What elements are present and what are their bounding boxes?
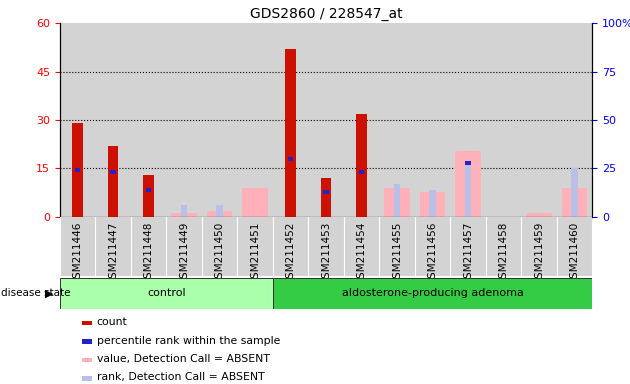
Title: GDS2860 / 228547_at: GDS2860 / 228547_at [249,7,403,21]
Text: GSM211448: GSM211448 [144,222,154,285]
Text: GSM211450: GSM211450 [215,222,224,285]
Bar [571,169,578,217]
Bar [216,205,223,217]
Text: GSM211457: GSM211457 [463,222,473,285]
Text: GSM211453: GSM211453 [321,222,331,285]
Text: count: count [97,317,127,327]
Bar [562,188,587,217]
Text: value, Detection Call = ABSENT: value, Detection Call = ABSENT [97,354,270,364]
Bar [171,213,197,217]
Text: GSM211447: GSM211447 [108,222,118,285]
Bar [464,165,471,217]
Bar [394,184,401,217]
Bar [455,151,481,217]
Bar [72,123,83,217]
Bar [356,114,367,217]
Text: GSM211449: GSM211449 [179,222,189,285]
Bar [108,146,118,217]
Bar [110,170,116,174]
Text: GSM211451: GSM211451 [250,222,260,285]
Bar [146,188,151,192]
Bar [207,211,232,217]
Bar [273,278,592,309]
Text: GSM211459: GSM211459 [534,222,544,285]
Bar [181,205,188,217]
Text: disease state: disease state [1,288,70,298]
Bar [429,190,436,217]
Text: GSM211452: GSM211452 [285,222,295,285]
Bar [358,170,364,174]
Text: aldosterone-producing adenoma: aldosterone-producing adenoma [341,288,524,298]
Bar [465,161,471,165]
Text: GSM211460: GSM211460 [570,222,580,285]
Text: GSM211458: GSM211458 [498,222,508,285]
Bar [60,278,273,309]
Text: GSM211454: GSM211454 [357,222,367,285]
Bar [384,188,410,217]
Text: GSM211456: GSM211456 [428,222,437,285]
Text: rank, Detection Call = ABSENT: rank, Detection Call = ABSENT [97,372,265,382]
Text: GSM211446: GSM211446 [72,222,83,285]
Bar [243,188,268,217]
Text: percentile rank within the sample: percentile rank within the sample [97,336,280,346]
Bar [288,157,294,161]
Bar [143,175,154,217]
Text: GSM211455: GSM211455 [392,222,402,285]
Text: control: control [147,288,186,298]
Bar [75,169,81,172]
Bar [285,49,296,217]
Bar [420,192,445,217]
Bar [323,190,329,194]
Bar [321,178,331,217]
Text: ▶: ▶ [45,288,54,298]
Bar [526,213,552,217]
